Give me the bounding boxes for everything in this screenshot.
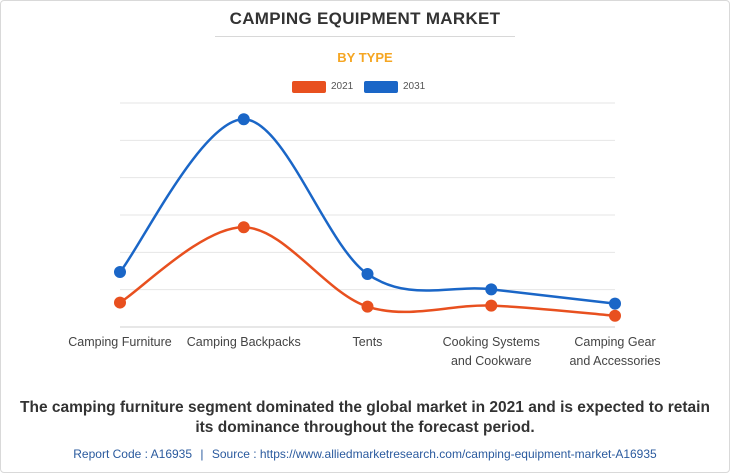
legend-swatch-2031 [364, 81, 398, 93]
chart-subtitle: BY TYPE [337, 50, 393, 65]
source-link[interactable]: Source : https://www.alliedmarketresearc… [211, 447, 657, 461]
x-tick-label-1: Camping Backpacks [187, 335, 301, 349]
footer-separator: | [200, 447, 204, 461]
legend: 2021 2031 [0, 79, 730, 95]
x-tick-label-3: Cooking Systems and Cookware [443, 335, 540, 368]
x-tick-label-2: Tents [353, 335, 383, 349]
chart-caption: The camping furniture segment dominated … [20, 399, 710, 436]
legend-label-2031: 2031 [403, 81, 426, 92]
legend-swatch-2021 [292, 81, 326, 93]
footer: Report Code : A16935 | Source : https://… [0, 447, 730, 461]
data-point-2031-1 [237, 113, 250, 126]
x-axis-labels: Camping Furniture Camping Backpacks Tents C… [68, 335, 660, 368]
x-tick-label-4: Camping Gear and Accessories [569, 335, 660, 368]
x-tick-label-0: Camping Furniture [68, 335, 172, 349]
series-line-2031 [119, 118, 616, 305]
data-points [114, 113, 621, 322]
title-divider [215, 36, 515, 37]
data-point-2021-4 [609, 309, 621, 322]
data-point-2031-0 [114, 266, 126, 279]
legend-label-2021: 2021 [331, 81, 354, 92]
data-point-2031-2 [361, 268, 374, 281]
grid-lines [120, 102, 615, 328]
data-point-2021-3 [485, 299, 498, 312]
chart-title: CAMPING EQUIPMENT MARKET [229, 9, 501, 28]
data-point-2021-1 [237, 221, 250, 234]
report-code: Report Code : A16935 [73, 447, 193, 461]
series-lines [119, 118, 616, 318]
data-point-2031-4 [609, 297, 621, 310]
data-point-2021-0 [114, 296, 126, 309]
data-point-2021-2 [361, 300, 374, 313]
data-point-2031-3 [485, 283, 498, 296]
